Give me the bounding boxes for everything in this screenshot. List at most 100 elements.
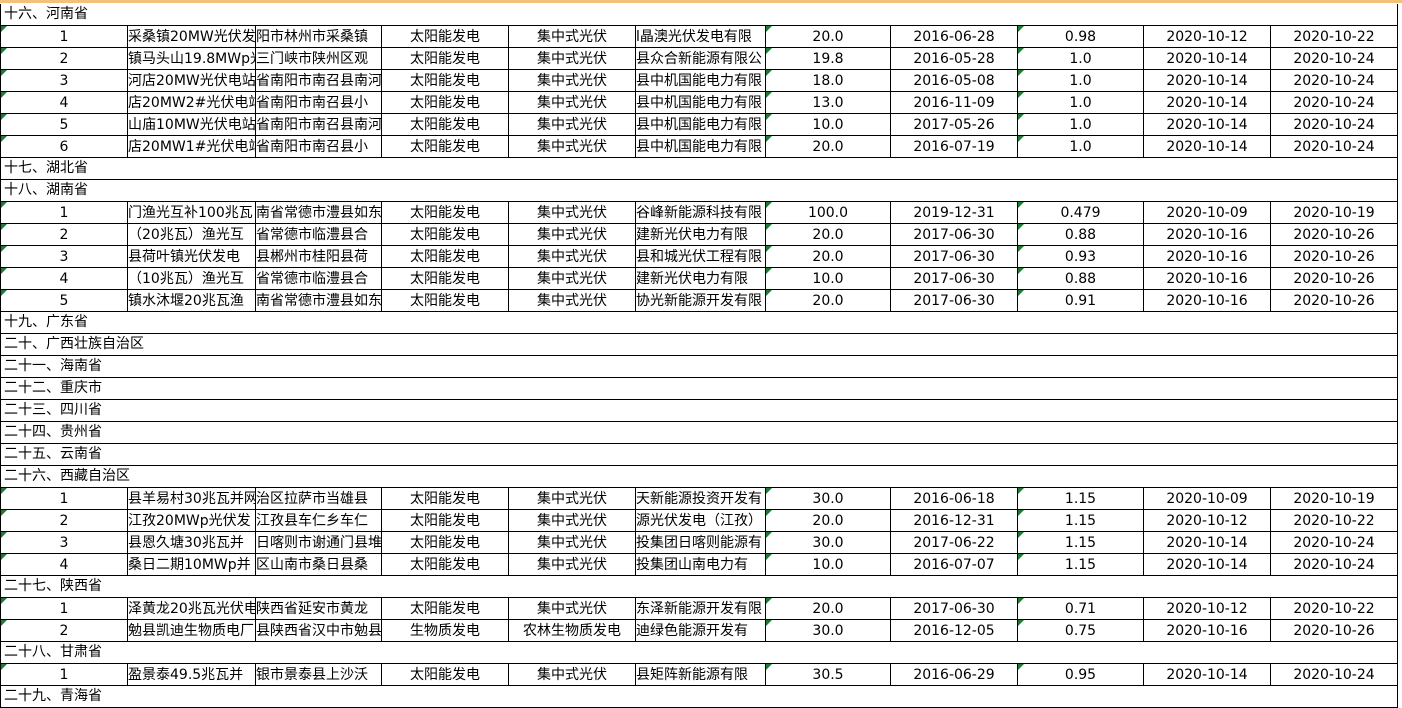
table-cell[interactable]: 1 <box>1 664 128 685</box>
table-cell[interactable]: 集中式光伏 <box>509 598 636 619</box>
table-cell[interactable]: 店20MW2#光伏电站 <box>128 92 256 113</box>
table-cell[interactable]: 3 <box>1 70 128 91</box>
table-cell[interactable]: 2020-10-22 <box>1271 598 1398 619</box>
table-cell[interactable]: 2020-10-24 <box>1271 70 1398 91</box>
table-cell[interactable]: 1.0 <box>1018 136 1144 157</box>
table-cell[interactable]: 2020-10-26 <box>1271 290 1398 311</box>
table-cell[interactable]: 20.0 <box>766 510 891 531</box>
table-cell[interactable]: 2017-06-30 <box>891 268 1018 289</box>
table-cell[interactable]: 0.95 <box>1018 664 1144 685</box>
table-cell[interactable]: 2020-10-12 <box>1144 510 1271 531</box>
table-cell[interactable]: 太阳能发电 <box>382 290 509 311</box>
table-cell[interactable]: 2020-10-16 <box>1144 290 1271 311</box>
table-cell[interactable]: 2020-10-26 <box>1271 224 1398 245</box>
table-cell[interactable]: 2020-10-14 <box>1144 136 1271 157</box>
table-cell[interactable]: 太阳能发电 <box>382 488 509 509</box>
table-cell[interactable]: 0.98 <box>1018 26 1144 47</box>
table-row[interactable]: 1 县羊易村30兆瓦并网 治区拉萨市当雄县 太阳能发电 集中式光伏 天新能源投资开发有 30… <box>1 488 1398 510</box>
section-label[interactable]: 十八、湖南省 <box>4 182 88 198</box>
table-cell[interactable]: 门渔光互补100兆瓦 <box>128 202 256 223</box>
table-cell[interactable]: 迪绿色能源开发有 <box>636 620 766 641</box>
table-row[interactable]: 4 店20MW2#光伏电站 省南阳市南召县小 太阳能发电 集中式光伏 县中机国能电力有限 1… <box>1 92 1398 114</box>
table-cell[interactable]: l晶澳光伏发电有限 <box>636 26 766 47</box>
table-cell[interactable]: 19.8 <box>766 48 891 69</box>
table-cell[interactable]: 2020-10-26 <box>1271 246 1398 267</box>
table-cell[interactable]: 4 <box>1 92 128 113</box>
table-cell[interactable]: 2017-06-22 <box>891 532 1018 553</box>
section-label[interactable]: 二十七、陕西省 <box>4 578 102 594</box>
table-cell[interactable]: 镇马头山19.8MWp光 <box>128 48 256 69</box>
table-cell[interactable]: 1.15 <box>1018 532 1144 553</box>
table-cell[interactable]: 太阳能发电 <box>382 510 509 531</box>
section-label[interactable]: 二十六、西藏自治区 <box>4 468 130 484</box>
spreadsheet-grid[interactable]: 十六、河南省 1 采桑镇20MW光伏发 阳市林州市采桑镇 太阳能发电 集中式光伏 l晶澳光伏… <box>0 4 1398 708</box>
table-cell[interactable]: 30.0 <box>766 488 891 509</box>
table-cell[interactable]: 2020-10-22 <box>1271 26 1398 47</box>
table-cell[interactable]: 太阳能发电 <box>382 554 509 575</box>
table-cell[interactable]: 2020-10-14 <box>1144 70 1271 91</box>
table-cell[interactable]: 阳市林州市采桑镇 <box>256 26 382 47</box>
table-cell[interactable]: 2020-10-14 <box>1144 532 1271 553</box>
table-cell[interactable]: 集中式光伏 <box>509 246 636 267</box>
table-cell[interactable]: 集中式光伏 <box>509 48 636 69</box>
table-cell[interactable]: 2020-10-22 <box>1271 510 1398 531</box>
table-row[interactable]: 3 县恩久塘30兆瓦并 日喀则市谢通门县堆 太阳能发电 集中式光伏 投集团日喀则能源有 30… <box>1 532 1398 554</box>
table-cell[interactable]: 镇水沐堰20兆瓦渔 <box>128 290 256 311</box>
table-cell[interactable]: 2020-10-26 <box>1271 620 1398 641</box>
table-cell[interactable]: 30.0 <box>766 532 891 553</box>
section-row[interactable]: 十九、广东省 <box>1 312 1398 334</box>
section-row[interactable]: 二十二、重庆市 <box>1 378 1398 400</box>
table-cell[interactable]: 5 <box>1 290 128 311</box>
table-cell[interactable]: 2016-07-07 <box>891 554 1018 575</box>
table-cell[interactable]: 2019-12-31 <box>891 202 1018 223</box>
table-cell[interactable]: 2016-05-08 <box>891 70 1018 91</box>
table-cell[interactable]: 2020-10-12 <box>1144 26 1271 47</box>
table-row[interactable]: 4 桑日二期10MWp并 区山南市桑日县桑 太阳能发电 集中式光伏 投集团山南电力有 10.… <box>1 554 1398 576</box>
table-cell[interactable]: 集中式光伏 <box>509 224 636 245</box>
table-cell[interactable]: 2 <box>1 48 128 69</box>
table-row[interactable]: 5 山庙10MW光伏电站 省南阳市南召县南河 太阳能发电 集中式光伏 县中机国能电力有限 1… <box>1 114 1398 136</box>
table-cell[interactable]: 2020-10-24 <box>1271 114 1398 135</box>
table-cell[interactable]: 县矩阵新能源有限 <box>636 664 766 685</box>
table-cell[interactable]: 2020-10-24 <box>1271 48 1398 69</box>
section-row[interactable]: 二十六、西藏自治区 <box>1 466 1398 488</box>
table-cell[interactable]: 县郴州市桂阳县荷 <box>256 246 382 267</box>
table-cell[interactable]: 2016-12-31 <box>891 510 1018 531</box>
table-cell[interactable]: 治区拉萨市当雄县 <box>256 488 382 509</box>
table-cell[interactable]: 2 <box>1 510 128 531</box>
table-cell[interactable]: 2020-10-14 <box>1144 114 1271 135</box>
table-cell[interactable]: 投集团日喀则能源有 <box>636 532 766 553</box>
section-row[interactable]: 十六、河南省 <box>1 4 1398 26</box>
table-cell[interactable]: 投集团山南电力有 <box>636 554 766 575</box>
section-row[interactable]: 二十、广西壮族自治区 <box>1 334 1398 356</box>
table-cell[interactable]: 县中机国能电力有限 <box>636 136 766 157</box>
table-cell[interactable]: 18.0 <box>766 70 891 91</box>
table-cell[interactable]: 县中机国能电力有限 <box>636 92 766 113</box>
table-cell[interactable]: 2016-07-19 <box>891 136 1018 157</box>
table-cell[interactable]: 2020-10-16 <box>1144 224 1271 245</box>
table-cell[interactable]: 建新光伏电力有限 <box>636 268 766 289</box>
table-cell[interactable]: 2020-10-24 <box>1271 136 1398 157</box>
table-row[interactable]: 4 （10兆瓦）渔光互 省常德市临澧县合 太阳能发电 集中式光伏 建新光伏电力有限 10.0… <box>1 268 1398 290</box>
table-cell[interactable]: 2020-10-19 <box>1271 202 1398 223</box>
table-cell[interactable]: 20.0 <box>766 224 891 245</box>
section-row[interactable]: 二十一、海南省 <box>1 356 1398 378</box>
table-cell[interactable]: 1.0 <box>1018 92 1144 113</box>
table-cell[interactable]: 太阳能发电 <box>382 48 509 69</box>
section-row[interactable]: 二十三、四川省 <box>1 400 1398 422</box>
table-cell[interactable]: 集中式光伏 <box>509 70 636 91</box>
table-cell[interactable]: 省常德市临澧县合 <box>256 224 382 245</box>
section-label[interactable]: 二十三、四川省 <box>4 402 102 418</box>
table-row[interactable]: 1 盈景泰49.5兆瓦并 银市景泰县上沙沃 太阳能发电 集中式光伏 县矩阵新能源有限 30.… <box>1 664 1398 686</box>
table-cell[interactable]: 1.0 <box>1018 114 1144 135</box>
table-cell[interactable]: 20.0 <box>766 26 891 47</box>
table-cell[interactable]: 2020-10-19 <box>1271 488 1398 509</box>
table-cell[interactable]: 1.15 <box>1018 510 1144 531</box>
table-cell[interactable]: 2016-06-18 <box>891 488 1018 509</box>
table-cell[interactable]: 2016-12-05 <box>891 620 1018 641</box>
table-cell[interactable]: 江孜县车仁乡车仁 <box>256 510 382 531</box>
table-cell[interactable]: 省常德市临澧县合 <box>256 268 382 289</box>
table-cell[interactable]: 太阳能发电 <box>382 246 509 267</box>
table-cell[interactable]: 太阳能发电 <box>382 92 509 113</box>
table-row[interactable]: 1 门渔光互补100兆瓦 南省常德市澧县如东 太阳能发电 集中式光伏 谷峰新能源科技有限 1… <box>1 202 1398 224</box>
